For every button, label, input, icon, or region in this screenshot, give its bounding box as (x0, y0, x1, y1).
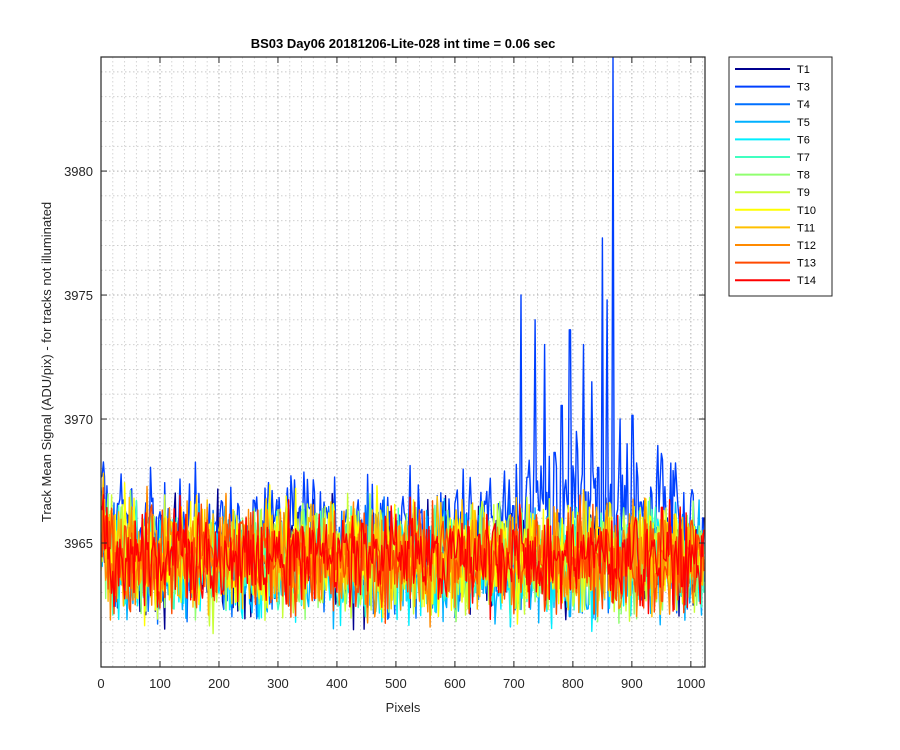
y-tick-label: 3980 (64, 164, 93, 179)
series-line-t13 (101, 487, 705, 624)
y-tick-label: 3970 (64, 412, 93, 427)
legend-label-t14: T14 (797, 275, 816, 287)
legend-label-t1: T1 (797, 64, 810, 76)
x-tick-labels: 0 100 200 300 400 500 600 700 800 900 1000 (97, 676, 705, 691)
legend-label-t3: T3 (797, 82, 810, 94)
x-tick-label: 200 (208, 676, 230, 691)
x-tick-label: 0 (97, 676, 104, 691)
chart-title: BS03 Day06 20181206-Lite-028 int time = … (251, 36, 556, 51)
x-axis-label: Pixels (386, 700, 421, 715)
y-tick-labels: 3965 3970 3975 3980 (64, 164, 93, 551)
plot-frame (100, 56, 706, 668)
legend-label-t9: T9 (797, 187, 810, 199)
legend-label-t12: T12 (797, 240, 816, 252)
legend-label-t11: T11 (797, 222, 815, 234)
legend-label-t7: T7 (797, 152, 810, 164)
legend-label-t6: T6 (797, 134, 810, 146)
legend-box (728, 56, 833, 297)
x-tick-label: 300 (267, 676, 289, 691)
x-tick-label: 100 (149, 676, 171, 691)
y-axis-label: Track Mean Signal (ADU/pix) - for tracks… (39, 202, 54, 522)
legend-label-t8: T8 (797, 170, 810, 182)
legend-label-t5: T5 (797, 117, 810, 129)
x-tick-label: 900 (621, 676, 643, 691)
x-tick-label: 700 (503, 676, 525, 691)
x-tick-label: 400 (326, 676, 348, 691)
y-tick-label: 3975 (64, 288, 93, 303)
series-line-t14 (101, 494, 705, 621)
legend-label-t13: T13 (797, 258, 816, 270)
plot-area (100, 56, 706, 668)
y-tick-label: 3965 (64, 536, 93, 551)
legend-label-t4: T4 (797, 99, 810, 111)
series-layer (101, 57, 705, 635)
legend-label-t10: T10 (797, 205, 816, 217)
x-tick-label: 600 (444, 676, 466, 691)
x-tick-label: 1000 (676, 676, 705, 691)
axis-ticks (100, 57, 705, 667)
legend: T1 T3 T4 T5 T6 T7 T8 T9 T10 T11 T12 T13 T14 (728, 56, 833, 297)
x-tick-label: 500 (385, 676, 407, 691)
x-tick-label: 800 (562, 676, 584, 691)
